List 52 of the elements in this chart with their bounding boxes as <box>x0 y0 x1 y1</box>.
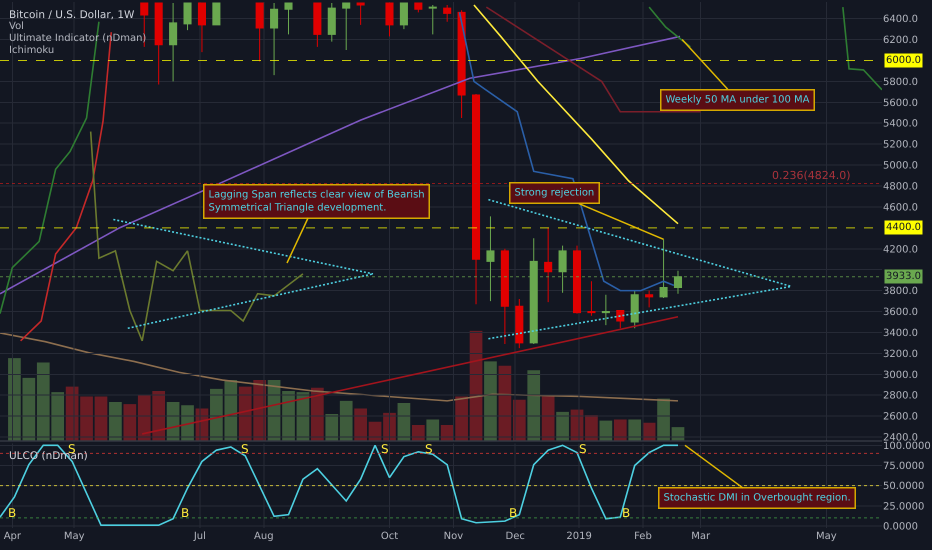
annotation: Weekly 50 MA under 100 MA <box>666 94 810 106</box>
y-tick-label: 5400.0 <box>883 118 918 130</box>
x-tick-label: May <box>816 531 837 542</box>
annotation: Lagging Span reflects clear view of Bearish Symmetrical Triangle development. <box>208 190 425 214</box>
annotation: Strong rejection <box>514 188 594 198</box>
x-tick-label: May <box>64 531 85 542</box>
annotation: Stochastic DMI in Overbought region. <box>664 492 851 504</box>
y-tick-label: 25.0000 <box>883 501 924 512</box>
y-tick-label: 3800.0 <box>883 286 918 298</box>
x-tick-label: Dec <box>506 531 525 542</box>
annotation: S <box>579 442 587 456</box>
annotation: S <box>381 442 389 456</box>
x-tick-label: Mar <box>691 531 711 542</box>
y-tick-label: 5000.0 <box>883 160 918 172</box>
annotation: B <box>509 506 518 520</box>
x-tick-label: 2019 <box>566 531 592 542</box>
y-tick-label: 0.0000 <box>883 521 918 532</box>
x-tick-label: Aug <box>254 531 274 542</box>
x-tick-label: Feb <box>634 531 652 542</box>
text: Bitcoin / U.S. Dollar, 1W <box>9 9 136 21</box>
y-tick-label: 5200.0 <box>883 140 918 151</box>
y-tick-label: 75.0000 <box>883 460 924 472</box>
y-tick-label: 6200.0 <box>883 35 918 46</box>
y-tick-label: 3400.0 <box>883 328 918 339</box>
ref-line-label: 4400.0 <box>886 222 921 233</box>
y-tick-label: 6400.0 <box>883 14 918 26</box>
y-tick-label: 5600.0 <box>883 98 918 109</box>
y-tick-label: 2800.0 <box>883 390 918 402</box>
annotation: S <box>241 442 249 456</box>
y-tick-label: 3200.0 <box>883 348 918 360</box>
ref-line-label: 6000.0 <box>886 55 921 66</box>
y-tick-label: 5800.0 <box>883 76 918 88</box>
ref-line-label: 3933.0 <box>886 271 921 282</box>
annotation: 0.236(4824.0) <box>772 169 851 182</box>
annotation: B <box>622 506 630 520</box>
y-tick-label: 4200.0 <box>883 244 918 256</box>
annotation: Ichimoku <box>9 45 54 56</box>
annotation: B <box>8 506 16 520</box>
x-tick-label: Nov <box>444 531 464 542</box>
x-tick-label: Apr <box>4 531 22 542</box>
annotation: Vol <box>9 21 24 32</box>
y-tick-label: 50.0000 <box>883 481 924 492</box>
x-tick-label: Jul <box>192 531 206 542</box>
y-tick-label: 3600.0 <box>883 307 918 318</box>
y-tick-label: 3000.0 <box>883 370 918 381</box>
annotation: B <box>181 506 190 520</box>
y-tick-label: 100.0000 <box>883 440 931 452</box>
x-tick-label: Oct <box>380 531 398 542</box>
y-tick-label: 2600.0 <box>883 412 918 423</box>
y-tick-label: 4800.0 <box>883 182 918 193</box>
y-tick-label: 4600.0 <box>883 202 918 214</box>
annotation: S <box>425 442 433 456</box>
